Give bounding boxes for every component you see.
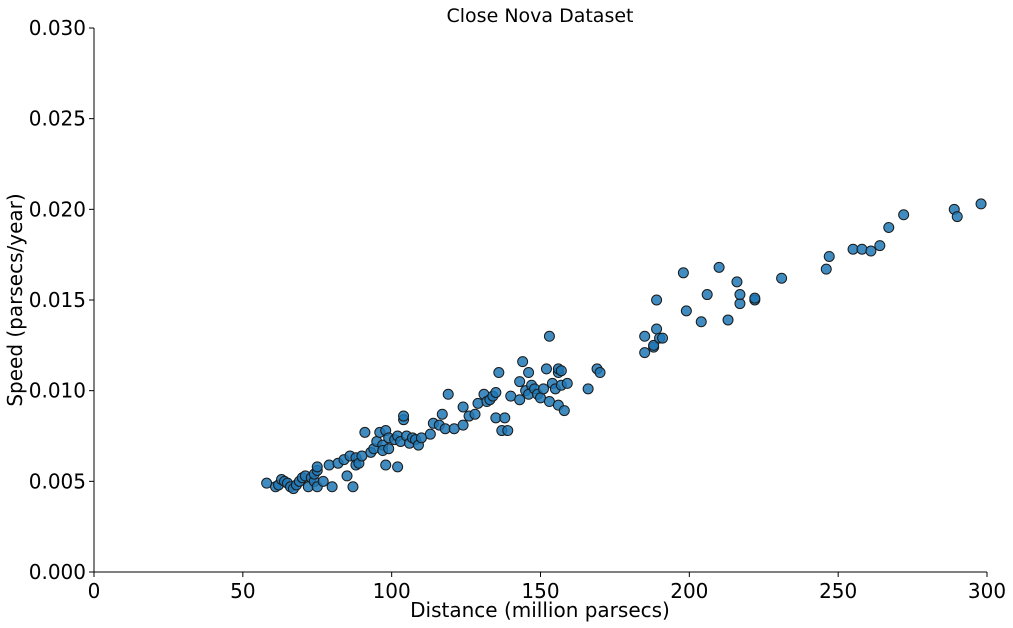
points-layer (261, 198, 987, 495)
data-point (975, 198, 987, 210)
data-point (347, 481, 359, 493)
y-tick-label: 0.005 (29, 469, 86, 493)
x-tick-label: 300 (968, 579, 1006, 603)
data-point (648, 339, 660, 351)
data-point (883, 221, 895, 233)
data-point (555, 365, 567, 377)
data-point (677, 267, 689, 279)
data-point (561, 377, 573, 389)
data-point (898, 209, 910, 221)
data-point (639, 347, 651, 359)
data-point (731, 276, 743, 288)
data-point (734, 289, 746, 301)
data-point (695, 316, 707, 328)
data-point (749, 292, 761, 304)
data-point (502, 425, 514, 437)
data-point (469, 408, 481, 420)
data-point (380, 459, 392, 471)
data-point (514, 394, 526, 406)
data-point (823, 250, 835, 262)
data-point (493, 367, 505, 379)
data-point (457, 401, 469, 413)
data-point (639, 330, 651, 342)
x-tick-label: 100 (373, 579, 411, 603)
data-point (856, 243, 868, 255)
data-point (326, 481, 338, 493)
data-point (311, 461, 323, 473)
data-point (442, 388, 454, 400)
data-point (951, 211, 963, 223)
x-tick-label: 150 (521, 579, 559, 603)
data-point (472, 397, 484, 409)
data-point (317, 475, 329, 487)
x-tick-label: 50 (230, 579, 255, 603)
data-point (341, 470, 353, 482)
data-point (392, 461, 404, 473)
x-tick-label: 0 (88, 579, 101, 603)
y-tick-label: 0.030 (29, 16, 86, 40)
y-tick-label: 0.000 (29, 560, 86, 584)
x-tick-label: 250 (819, 579, 857, 603)
data-point (558, 405, 570, 417)
chart-title: Close Nova Dataset (447, 5, 634, 27)
data-point (499, 412, 511, 424)
data-point (514, 376, 526, 388)
data-point (865, 245, 877, 257)
data-point (734, 298, 746, 310)
data-point (874, 240, 886, 252)
data-point (722, 314, 734, 326)
y-tick-label: 0.025 (29, 107, 86, 131)
y-tick-label: 0.010 (29, 379, 86, 403)
data-point (398, 410, 410, 422)
data-point (359, 426, 371, 438)
data-point (490, 386, 502, 398)
x-axis-title: Distance (million parsecs) (410, 598, 670, 622)
y-axis-title: Speed (parsecs/year) (3, 193, 27, 406)
data-point (323, 459, 335, 471)
data-point (517, 356, 529, 368)
data-point (701, 289, 713, 301)
data-point (523, 367, 535, 379)
data-point (543, 330, 555, 342)
data-point (457, 419, 469, 431)
data-point (657, 332, 669, 344)
data-point (594, 367, 606, 379)
y-ticks: 0.000 0.005 0.010 0.015 0.020 0.025 0.030 (29, 16, 94, 584)
data-point (651, 294, 663, 306)
data-point (582, 383, 594, 395)
data-point (820, 263, 832, 275)
data-point (540, 363, 552, 375)
x-tick-label: 200 (670, 579, 708, 603)
data-point (680, 305, 692, 317)
data-point (776, 272, 788, 284)
y-tick-label: 0.020 (29, 197, 86, 221)
data-point (651, 323, 663, 335)
data-point (713, 261, 725, 273)
data-point (383, 443, 395, 455)
x-ticks: 0 50 100 150 200 250 300 (88, 572, 1006, 603)
data-point (537, 383, 549, 395)
y-tick-label: 0.015 (29, 288, 86, 312)
data-point (424, 428, 436, 440)
data-point (436, 408, 448, 420)
